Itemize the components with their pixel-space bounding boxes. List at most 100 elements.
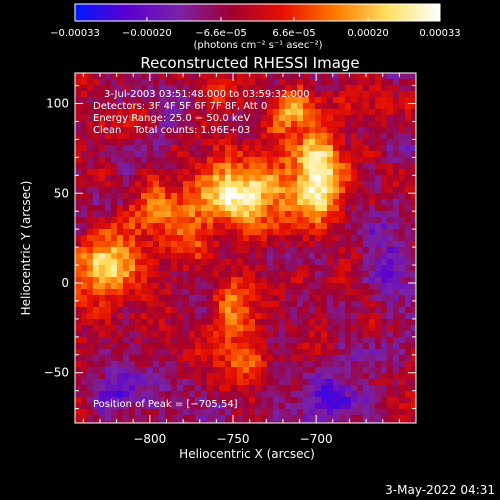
heatmap-cell — [405, 259, 411, 265]
heatmap-cell — [303, 343, 309, 349]
heatmap-cell — [171, 175, 177, 181]
heatmap-cell — [153, 325, 159, 331]
heatmap-cell — [231, 91, 237, 97]
heatmap-cell — [171, 133, 177, 139]
heatmap-cell — [117, 133, 123, 139]
heatmap-cell — [195, 313, 201, 319]
heatmap-cell — [369, 79, 375, 85]
heatmap-cell — [399, 319, 405, 325]
heatmap-cell — [411, 217, 416, 223]
heatmap-cell — [333, 325, 339, 331]
heatmap-cell — [207, 373, 213, 379]
heatmap-cell — [207, 175, 213, 181]
heatmap-cell — [183, 259, 189, 265]
heatmap-cell — [399, 397, 405, 403]
heatmap-cell — [87, 115, 93, 121]
heatmap-cell — [369, 397, 375, 403]
heatmap-cell — [93, 217, 99, 223]
heatmap-cell — [165, 109, 171, 115]
heatmap-cell — [165, 157, 171, 163]
heatmap-cell — [249, 97, 255, 103]
heatmap-cell — [327, 253, 333, 259]
heatmap-cell — [291, 139, 297, 145]
heatmap-cell — [135, 127, 141, 133]
heatmap-cell — [345, 217, 351, 223]
heatmap-cell — [285, 325, 291, 331]
heatmap-cell — [117, 289, 123, 295]
heatmap-cell — [75, 307, 81, 313]
heatmap-cell — [291, 253, 297, 259]
heatmap-cell — [225, 73, 231, 79]
heatmap-cell — [189, 133, 195, 139]
heatmap-cell — [165, 337, 171, 343]
heatmap-cell — [387, 157, 393, 163]
heatmap-cell — [345, 277, 351, 283]
heatmap-cell — [303, 97, 309, 103]
heatmap-cell — [345, 421, 351, 423]
heatmap-cell — [165, 373, 171, 379]
heatmap-cell — [141, 319, 147, 325]
heatmap-cell — [159, 349, 165, 355]
heatmap-cell — [297, 163, 303, 169]
heatmap-cell — [249, 355, 255, 361]
heatmap-cell — [267, 115, 273, 121]
heatmap-cell — [189, 265, 195, 271]
heatmap-cell — [219, 217, 225, 223]
heatmap-cell — [225, 307, 231, 313]
heatmap-cell — [267, 283, 273, 289]
heatmap-cell — [237, 169, 243, 175]
heatmap-cell — [279, 157, 285, 163]
heatmap-cell — [303, 385, 309, 391]
heatmap-cell — [195, 319, 201, 325]
heatmap-cell — [117, 85, 123, 91]
heatmap-cell — [237, 73, 243, 79]
heatmap-cell — [261, 361, 267, 367]
heatmap-cell — [381, 175, 387, 181]
heatmap-cell — [363, 301, 369, 307]
heatmap-cell — [393, 109, 399, 115]
heatmap-cell — [297, 127, 303, 133]
heatmap-cell — [129, 337, 135, 343]
heatmap-cell — [387, 145, 393, 151]
heatmap-cell — [315, 199, 321, 205]
heatmap-cell — [327, 385, 333, 391]
heatmap-cell — [267, 175, 273, 181]
heatmap-cell — [93, 343, 99, 349]
heatmap-cell — [411, 91, 416, 97]
heatmap-cell — [339, 325, 345, 331]
heatmap-cell — [81, 271, 87, 277]
heatmap-cell — [207, 283, 213, 289]
heatmap-cell — [249, 163, 255, 169]
heatmap-cell — [351, 145, 357, 151]
heatmap-cell — [369, 301, 375, 307]
heatmap-cell — [387, 325, 393, 331]
heatmap-cell — [105, 349, 111, 355]
heatmap-cell — [111, 415, 117, 421]
heatmap-cell — [255, 193, 261, 199]
heatmap-cell — [195, 223, 201, 229]
heatmap-cell — [231, 181, 237, 187]
heatmap-cell — [243, 121, 249, 127]
heatmap-cell — [267, 403, 273, 409]
heatmap-cell — [105, 73, 111, 79]
heatmap-cell — [393, 169, 399, 175]
heatmap-cell — [273, 367, 279, 373]
heatmap-cell — [405, 73, 411, 79]
heatmap-cell — [159, 103, 165, 109]
heatmap-cell — [249, 403, 255, 409]
colorbar-tick-label: 0.00020 — [347, 28, 388, 39]
heatmap-cell — [363, 211, 369, 217]
heatmap-cell — [141, 139, 147, 145]
heatmap-cell — [321, 187, 327, 193]
heatmap-cell — [321, 211, 327, 217]
heatmap-cell — [243, 379, 249, 385]
heatmap-cell — [243, 421, 249, 423]
heatmap-cell — [411, 331, 416, 337]
heatmap-cell — [387, 205, 393, 211]
heatmap-cell — [357, 253, 363, 259]
heatmap-cell — [339, 373, 345, 379]
heatmap-cell — [75, 343, 81, 349]
heatmap-cell — [339, 223, 345, 229]
heatmap-cell — [129, 367, 135, 373]
heatmap-cell — [327, 109, 333, 115]
